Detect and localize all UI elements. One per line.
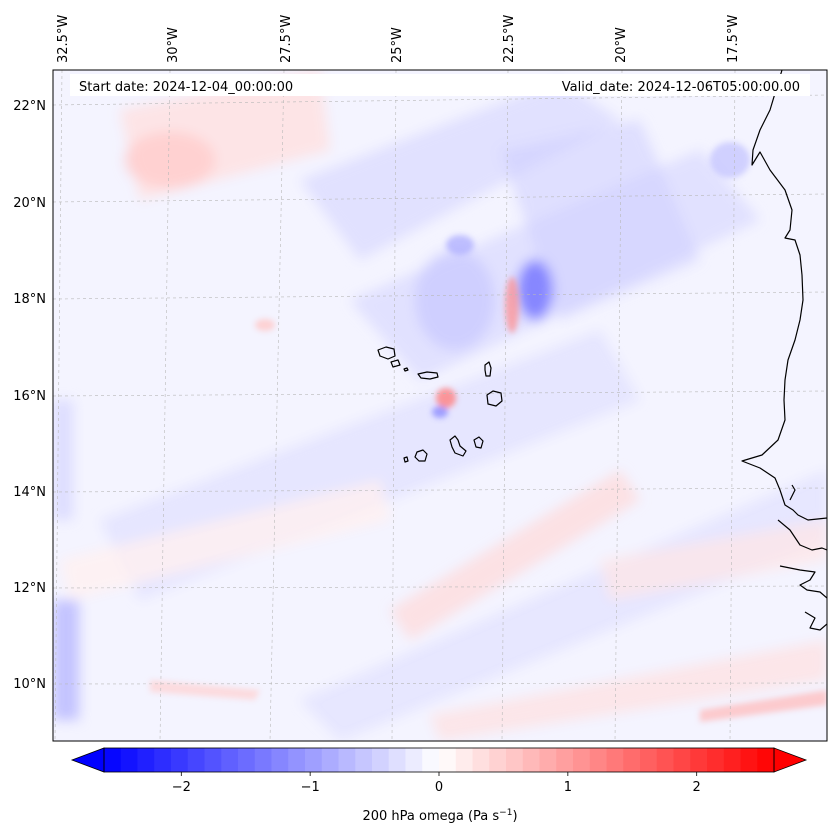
colorbar-tick-label: −1 (301, 780, 320, 795)
cape-verde-islands (377, 346, 503, 463)
colorbar-step (372, 748, 390, 772)
omega-field (53, 70, 827, 741)
colorbar-step (305, 748, 323, 772)
colorbar-step (338, 748, 356, 772)
lon-label-25w: 25°W (390, 27, 405, 63)
date-banner: Start date: 2024-12-04_00:00:00 Valid_da… (70, 74, 810, 96)
colorbar-tick-label: 2 (693, 780, 701, 795)
colorbar-ticks: −2 −1 0 1 2 (172, 772, 701, 795)
colorbar-tick-label: 1 (564, 780, 572, 795)
lat-label-10n: 10°N (13, 677, 46, 692)
colorbar-step (288, 748, 306, 772)
lon-label-27-5w: 27.5°W (279, 15, 294, 63)
island-boa-vista (486, 390, 503, 407)
colorbar-step (640, 748, 658, 772)
colorbar-step (539, 748, 557, 772)
colorbar-extend-right (773, 747, 808, 773)
graticule (53, 70, 827, 741)
colorbar-step (104, 748, 122, 772)
colorbar-extend-left (70, 747, 105, 773)
colorbar-step (623, 748, 641, 772)
colorbar-step (120, 748, 138, 772)
colorbar-step (740, 748, 758, 772)
lon-label-30w: 30°W (166, 27, 181, 63)
island-santo-antao (377, 346, 396, 360)
colorbar-step (238, 748, 256, 772)
colorbar-step (757, 748, 775, 772)
colorbar-step (388, 748, 406, 772)
island-santa-luzia (403, 367, 409, 372)
colorbar: −2 −1 0 1 2 200 hPa omega (Pa s−1) (70, 747, 808, 824)
colorbar-tick-label: −2 (172, 780, 191, 795)
colorbar-step (673, 748, 691, 772)
colorbar-title: 200 hPa omega (Pa s−1) (362, 808, 517, 824)
island-sao-nicolau (417, 371, 439, 380)
lat-label-18n: 18°N (13, 292, 46, 307)
colorbar-step (455, 748, 473, 772)
colorbar-step (606, 748, 624, 772)
colorbar-step (589, 748, 607, 772)
island-sal (484, 361, 492, 377)
colorbar-step (271, 748, 289, 772)
start-date-text: Start date: 2024-12-04_00:00:00 (79, 80, 293, 95)
island-fogo (414, 449, 428, 462)
lon-label-32-5w: 32.5°W (56, 15, 71, 63)
colorbar-step (489, 748, 507, 772)
africa-coastline (741, 70, 827, 631)
colorbar-step (707, 748, 725, 772)
colorbar-step (556, 748, 574, 772)
lat-label-14n: 14°N (13, 485, 46, 500)
map-frame (52, 69, 828, 742)
colorbar-tick-label: 0 (435, 780, 443, 795)
valid-date-text: Valid_date: 2024-12-06T05:00:00.00 (562, 80, 800, 95)
colorbar-step (472, 748, 490, 772)
colorbar-gradient (104, 748, 775, 772)
colorbar-step (690, 748, 708, 772)
colorbar-step (321, 748, 339, 772)
colorbar-step (137, 748, 155, 772)
colorbar-step (422, 748, 440, 772)
island-sao-vicente (390, 359, 401, 368)
lon-label-22-5w: 22.5°W (502, 15, 517, 63)
lon-label-20w: 20°W (614, 27, 629, 63)
colorbar-step (221, 748, 239, 772)
lon-label-17-5w: 17.5°W (726, 15, 741, 63)
colorbar-step (171, 748, 189, 772)
colorbar-step (405, 748, 423, 772)
colorbar-step (355, 748, 373, 772)
lat-label-12n: 12°N (13, 581, 46, 596)
lat-label-16n: 16°N (13, 389, 46, 404)
lat-label-20n: 20°N (13, 196, 46, 211)
colorbar-step (254, 748, 272, 772)
colorbar-step (656, 748, 674, 772)
colorbar-step (573, 748, 591, 772)
island-brava (403, 456, 409, 463)
colorbar-step (154, 748, 172, 772)
longitude-labels: 32.5°W 30°W 27.5°W 25°W 22.5°W 20°W 17.5… (56, 15, 741, 63)
latitude-labels: 22°N 20°N 18°N 16°N 14°N 12°N 10°N (13, 99, 46, 692)
colorbar-step (439, 748, 457, 772)
island-santiago (449, 435, 467, 457)
island-maio (473, 436, 484, 449)
colorbar-step (506, 748, 524, 772)
lat-label-22n: 22°N (13, 99, 46, 114)
colorbar-step (204, 748, 222, 772)
colorbar-step (522, 748, 540, 772)
colorbar-step (187, 748, 205, 772)
colorbar-step (723, 748, 741, 772)
